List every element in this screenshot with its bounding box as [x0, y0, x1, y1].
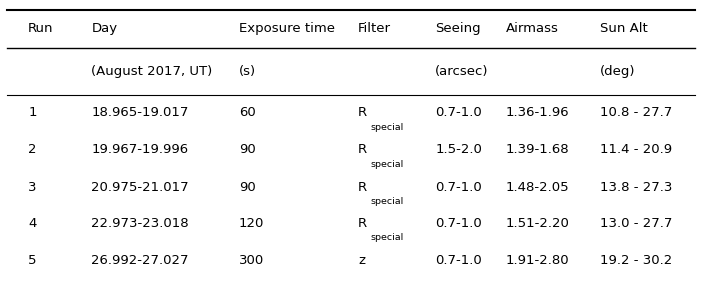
Text: R: R [358, 143, 367, 157]
Text: 90: 90 [239, 143, 256, 157]
Text: 18.965-19.017: 18.965-19.017 [91, 106, 189, 119]
Text: Filter: Filter [358, 22, 391, 35]
Text: 1.91-2.80: 1.91-2.80 [505, 254, 569, 267]
Text: 0.7-1.0: 0.7-1.0 [435, 217, 482, 230]
Text: 1.5-2.0: 1.5-2.0 [435, 143, 482, 157]
Text: (s): (s) [239, 65, 256, 78]
Text: 60: 60 [239, 106, 256, 119]
Text: 4: 4 [28, 217, 37, 230]
Text: Seeing: Seeing [435, 22, 481, 35]
Text: 10.8 - 27.7: 10.8 - 27.7 [600, 106, 673, 119]
Text: 20.975-21.017: 20.975-21.017 [91, 181, 189, 194]
Text: 22.973-23.018: 22.973-23.018 [91, 217, 189, 230]
Text: 3: 3 [28, 181, 37, 194]
Text: Run: Run [28, 22, 53, 35]
Text: 19.2 - 30.2: 19.2 - 30.2 [600, 254, 673, 267]
Text: (deg): (deg) [600, 65, 636, 78]
Text: 13.0 - 27.7: 13.0 - 27.7 [600, 217, 673, 230]
Text: 1.39-1.68: 1.39-1.68 [505, 143, 569, 157]
Text: 300: 300 [239, 254, 264, 267]
Text: special: special [371, 160, 404, 169]
Text: 26.992-27.027: 26.992-27.027 [91, 254, 189, 267]
Text: 1.48-2.05: 1.48-2.05 [505, 181, 569, 194]
Text: 120: 120 [239, 217, 264, 230]
Text: Day: Day [91, 22, 117, 35]
Text: R: R [358, 106, 367, 119]
Text: special: special [371, 197, 404, 206]
Text: (August 2017, UT): (August 2017, UT) [91, 65, 213, 78]
Text: 1.51-2.20: 1.51-2.20 [505, 217, 569, 230]
Text: 19.967-19.996: 19.967-19.996 [91, 143, 188, 157]
Text: 0.7-1.0: 0.7-1.0 [435, 106, 482, 119]
Text: special: special [371, 123, 404, 132]
Text: 0.7-1.0: 0.7-1.0 [435, 181, 482, 194]
Text: Sun Alt: Sun Alt [600, 22, 648, 35]
Text: Exposure time: Exposure time [239, 22, 335, 35]
Text: z: z [358, 254, 365, 267]
Text: Airmass: Airmass [505, 22, 558, 35]
Text: 2: 2 [28, 143, 37, 157]
Text: R: R [358, 217, 367, 230]
Text: (arcsec): (arcsec) [435, 65, 489, 78]
Text: R: R [358, 181, 367, 194]
Text: 11.4 - 20.9: 11.4 - 20.9 [600, 143, 673, 157]
Text: 1.36-1.96: 1.36-1.96 [505, 106, 569, 119]
Text: 13.8 - 27.3: 13.8 - 27.3 [600, 181, 673, 194]
Text: 0.7-1.0: 0.7-1.0 [435, 254, 482, 267]
Text: 90: 90 [239, 181, 256, 194]
Text: special: special [371, 233, 404, 242]
Text: 1: 1 [28, 106, 37, 119]
Text: 5: 5 [28, 254, 37, 267]
